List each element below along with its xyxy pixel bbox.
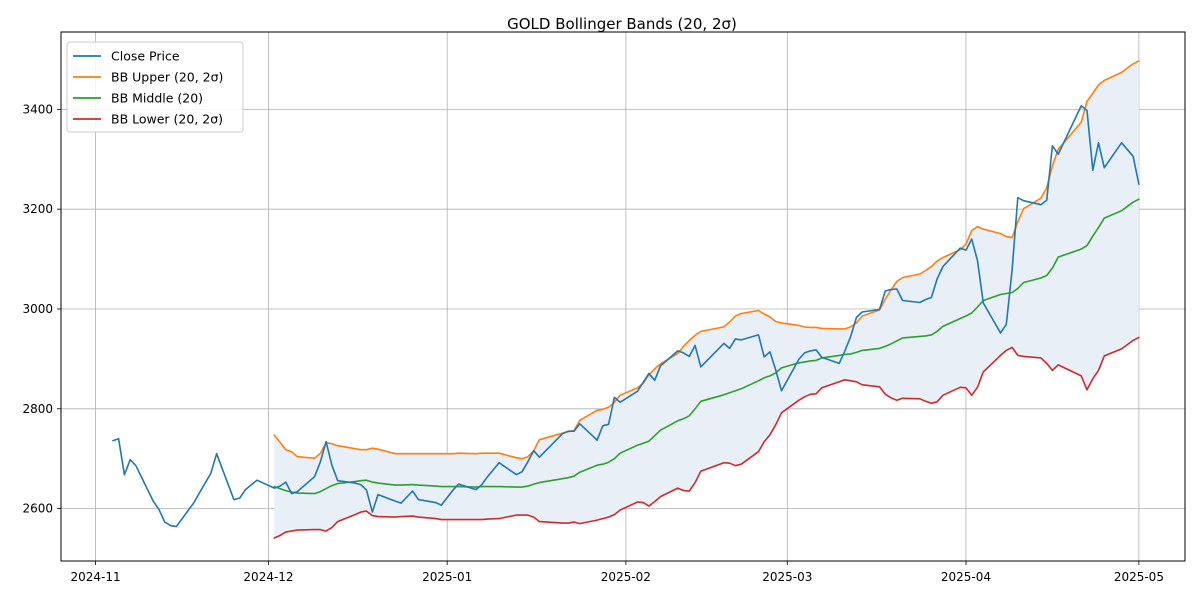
band-area [274,60,1139,539]
y-tick-label: 3400 [22,102,53,116]
x-tick-label: 2025-05 [1114,570,1164,584]
chart-title: GOLD Bollinger Bands (20, 2σ) [507,15,737,33]
bollinger-band-fill [274,60,1139,539]
legend-label: Close Price [111,49,180,64]
y-tick-label: 3200 [22,202,53,216]
x-tick-label: 2025-02 [601,570,651,584]
x-tick-label: 2025-03 [762,570,812,584]
close-price-line [112,105,1140,528]
legend-label: BB Lower (20, 2σ) [111,112,223,127]
x-tick-label: 2025-04 [941,570,991,584]
y-tick-label: 2600 [22,502,53,516]
x-tick-label: 2025-01 [422,570,472,584]
legend-box [66,41,244,133]
series-lines [112,60,1140,539]
axis-ticks: 2024-11 2024-12 2025-01 2025-02 2025-03 2025-… [22,102,1164,584]
legend: Close Price BB Upper (20, 2σ) BB Middle (2… [66,41,244,133]
x-tick-label: 2024-12 [243,570,293,584]
legend-label: BB Upper (20, 2σ) [111,70,223,85]
y-tick-label: 2800 [22,402,53,416]
bb-lower-line [273,336,1140,539]
bb-middle-line [273,198,1140,495]
x-tick-label: 2024-11 [71,570,121,584]
bb-upper-line [273,60,1140,460]
plot-area-frame [60,31,1186,562]
legend-label: BB Middle (20) [111,91,203,106]
y-tick-label: 3000 [22,302,53,316]
